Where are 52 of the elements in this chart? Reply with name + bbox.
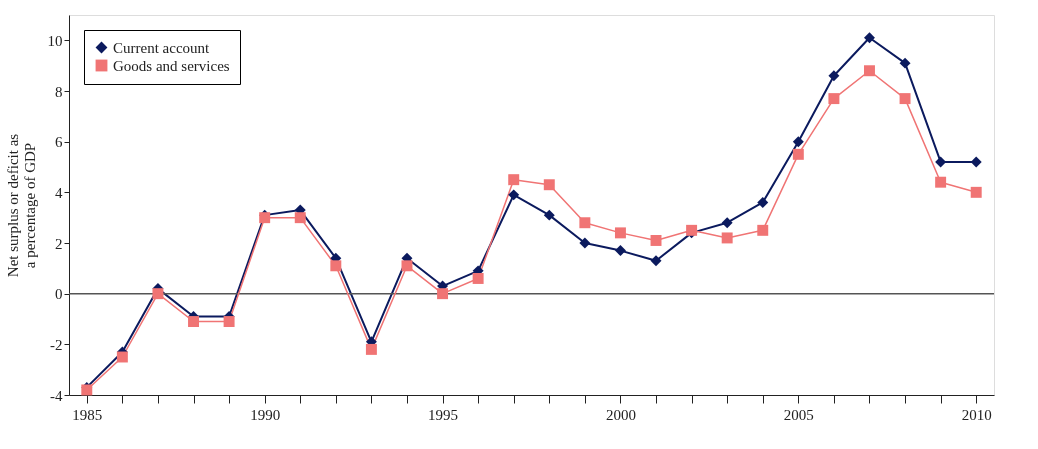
- point: [757, 196, 769, 208]
- point: [508, 189, 520, 201]
- legend-label: Goods and services: [113, 57, 230, 74]
- x-tick-label: 2000: [605, 406, 636, 423]
- point: [579, 217, 591, 229]
- point: [116, 351, 128, 363]
- point: [543, 179, 555, 191]
- point: [935, 176, 947, 188]
- point: [650, 255, 662, 267]
- point: [721, 217, 733, 229]
- x-tick-label: 1990: [250, 406, 281, 423]
- y-axis-title: Net surplus or deficit as a percentage of GDP: [4, 133, 38, 278]
- point: [437, 288, 449, 300]
- point: [543, 209, 555, 221]
- point: [365, 343, 377, 355]
- point: [614, 245, 626, 257]
- point: [828, 70, 840, 82]
- y-tick-label: -2: [50, 336, 63, 353]
- point: [294, 212, 306, 224]
- y-tick-label: 2: [55, 235, 63, 252]
- point: [614, 227, 626, 239]
- y-tick-label: 6: [55, 134, 63, 151]
- point: [970, 156, 982, 168]
- point: [188, 316, 199, 328]
- y-tick-label: 4: [55, 184, 63, 201]
- point: [970, 186, 982, 198]
- point: [792, 136, 804, 148]
- point: [864, 32, 875, 44]
- point: [899, 93, 911, 105]
- point: [828, 93, 840, 105]
- point: [152, 288, 164, 300]
- point: [757, 224, 769, 236]
- point: [864, 65, 875, 77]
- point: [899, 57, 911, 69]
- y-tick-label: 8: [55, 83, 63, 100]
- point: [401, 260, 413, 272]
- x-tick-label: 2010: [961, 406, 992, 423]
- point: [579, 237, 591, 249]
- point: [721, 232, 733, 244]
- point: [792, 148, 804, 160]
- y-tick-label: -4: [50, 387, 63, 404]
- legend-label: Current account: [113, 39, 211, 56]
- point: [330, 260, 342, 272]
- point: [508, 174, 520, 186]
- y-tick-label: 10: [47, 32, 63, 49]
- y-tick-label: 0: [55, 286, 63, 303]
- x-tick-label: 1995: [428, 406, 459, 423]
- point: [650, 234, 662, 246]
- x-tick-label: 2005: [783, 406, 814, 423]
- point: [223, 316, 235, 328]
- x-tick-label: 1985: [72, 406, 103, 423]
- point: [472, 272, 484, 284]
